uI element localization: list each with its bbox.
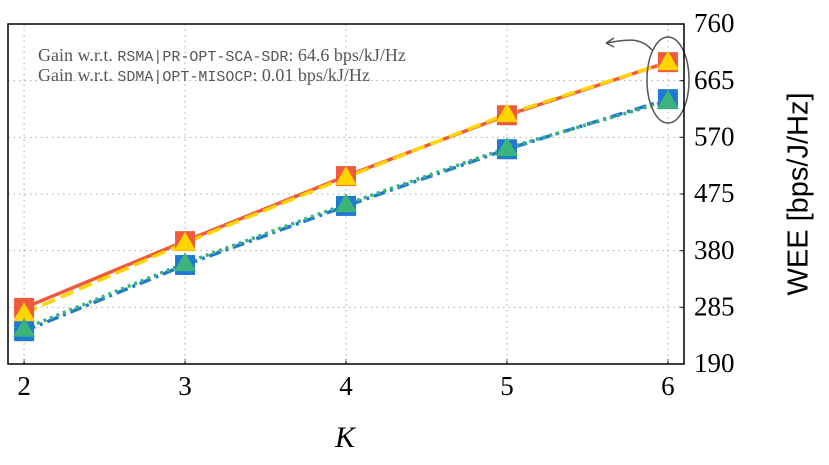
series-line bbox=[23, 60, 669, 315]
marker bbox=[13, 317, 36, 337]
x-tick-label: 4 bbox=[339, 371, 353, 401]
arrow-head bbox=[605, 37, 615, 48]
y-tick-label: 475 bbox=[694, 178, 735, 208]
annotation-arrow bbox=[605, 39, 653, 51]
marker bbox=[656, 51, 679, 71]
y-tick-label: 285 bbox=[694, 292, 735, 322]
series-lines bbox=[13, 51, 679, 342]
marker bbox=[656, 89, 679, 109]
y-tick-label: 190 bbox=[694, 348, 735, 378]
marker bbox=[495, 103, 518, 123]
y-tick-label: 570 bbox=[694, 122, 735, 152]
marker bbox=[174, 252, 197, 272]
y-tick-label: 760 bbox=[694, 8, 735, 38]
annotation: Gain w.r.t. SDMA|OPT-MISOCP: 0.01 bps/kJ… bbox=[38, 65, 370, 86]
marker bbox=[335, 193, 357, 213]
x-tick-label: 5 bbox=[500, 371, 514, 401]
marker bbox=[495, 137, 518, 157]
marker bbox=[335, 166, 357, 186]
highlight-ellipse bbox=[646, 36, 690, 124]
plot-frame bbox=[7, 23, 685, 365]
annotation: Gain w.r.t. RSMA|PR-OPT-SCA-SDR: 64.6 bp… bbox=[38, 45, 406, 66]
x-axis-label: K bbox=[334, 421, 357, 454]
x-tick-label: 6 bbox=[661, 371, 675, 401]
y-tick-label: 665 bbox=[694, 65, 735, 95]
y-tick-label: 380 bbox=[694, 235, 735, 265]
y-axis-label: WEE [bps/J/Hz] bbox=[783, 92, 815, 295]
x-tick-label: 2 bbox=[17, 371, 31, 401]
x-tick-label: 3 bbox=[178, 371, 192, 401]
marker bbox=[13, 302, 36, 322]
marker bbox=[174, 231, 197, 251]
grid bbox=[8, 23, 684, 365]
